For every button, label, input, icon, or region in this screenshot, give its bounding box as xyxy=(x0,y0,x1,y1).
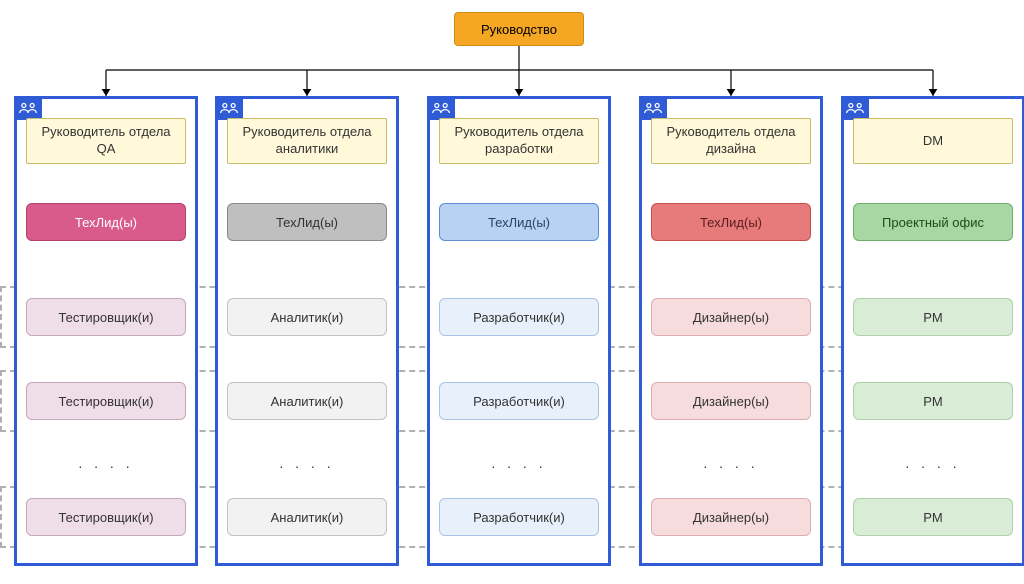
head-label: DM xyxy=(923,133,943,150)
lead-label: ТехЛид(ы) xyxy=(488,215,550,230)
department-head: Руководитель отдела QA xyxy=(26,118,186,164)
member-label: Аналитик(и) xyxy=(271,510,344,525)
team-icon xyxy=(841,96,869,120)
member-label: Аналитик(и) xyxy=(271,310,344,325)
ellipsis: . . . . xyxy=(439,455,599,471)
member-label: Разработчик(и) xyxy=(473,310,565,325)
team-member-node: Дизайнер(ы) xyxy=(651,382,811,420)
ellipsis: . . . . xyxy=(651,455,811,471)
tech-lead-node: Проектный офис xyxy=(853,203,1013,241)
team-member-node: Дизайнер(ы) xyxy=(651,498,811,536)
tech-lead-node: ТехЛид(ы) xyxy=(651,203,811,241)
head-label: Руководитель отдела дизайна xyxy=(656,124,806,158)
team-member-node: Разработчик(и) xyxy=(439,498,599,536)
team-icon xyxy=(215,96,243,120)
root-node: Руководство xyxy=(454,12,584,46)
member-label: Тестировщик(и) xyxy=(58,394,153,409)
ellipsis: . . . . xyxy=(26,455,186,471)
head-label: Руководитель отдела QA xyxy=(31,124,181,158)
member-label: PM xyxy=(923,310,943,325)
team-member-node: Тестировщик(и) xyxy=(26,498,186,536)
member-label: Дизайнер(ы) xyxy=(693,510,769,525)
team-member-node: Аналитик(и) xyxy=(227,498,387,536)
department-head: Руководитель отдела дизайна xyxy=(651,118,811,164)
member-label: Аналитик(и) xyxy=(271,394,344,409)
member-label: PM xyxy=(923,510,943,525)
team-member-node: Тестировщик(и) xyxy=(26,382,186,420)
head-label: Руководитель отдела аналитики xyxy=(232,124,382,158)
department-head: Руководитель отдела разработки xyxy=(439,118,599,164)
ellipsis: . . . . xyxy=(853,455,1013,471)
team-member-node: Тестировщик(и) xyxy=(26,298,186,336)
team-icon xyxy=(427,96,455,120)
team-member-node: Разработчик(и) xyxy=(439,298,599,336)
member-label: Тестировщик(и) xyxy=(58,310,153,325)
team-member-node: Аналитик(и) xyxy=(227,382,387,420)
member-label: Тестировщик(и) xyxy=(58,510,153,525)
tech-lead-node: ТехЛид(ы) xyxy=(439,203,599,241)
department-head: Руководитель отдела аналитики xyxy=(227,118,387,164)
team-member-node: Дизайнер(ы) xyxy=(651,298,811,336)
member-label: Разработчик(и) xyxy=(473,510,565,525)
team-member-node: PM xyxy=(853,298,1013,336)
lead-label: ТехЛид(ы) xyxy=(75,215,137,230)
team-member-node: Аналитик(и) xyxy=(227,298,387,336)
member-label: Разработчик(и) xyxy=(473,394,565,409)
lead-label: ТехЛид(ы) xyxy=(700,215,762,230)
team-member-node: PM xyxy=(853,498,1013,536)
root-label: Руководство xyxy=(481,22,557,37)
team-icon xyxy=(14,96,42,120)
member-label: Дизайнер(ы) xyxy=(693,394,769,409)
ellipsis: . . . . xyxy=(227,455,387,471)
lead-label: ТехЛид(ы) xyxy=(276,215,338,230)
member-label: PM xyxy=(923,394,943,409)
tech-lead-node: ТехЛид(ы) xyxy=(227,203,387,241)
head-label: Руководитель отдела разработки xyxy=(444,124,594,158)
team-member-node: PM xyxy=(853,382,1013,420)
member-label: Дизайнер(ы) xyxy=(693,310,769,325)
team-member-node: Разработчик(и) xyxy=(439,382,599,420)
tech-lead-node: ТехЛид(ы) xyxy=(26,203,186,241)
lead-label: Проектный офис xyxy=(882,215,984,230)
team-icon xyxy=(639,96,667,120)
department-head: DM xyxy=(853,118,1013,164)
